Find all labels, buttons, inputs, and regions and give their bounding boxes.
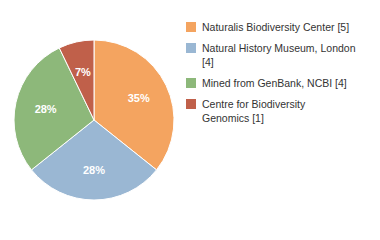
svg-text:28%: 28% <box>83 164 105 176</box>
html-text:Centre for Biodiversity Genomi: Centre for Biodiversity Genomics [1] <box>202 98 306 124</box>
svg-text:7%: 7% <box>75 66 91 78</box>
html-text:Mined from GenBank, NCBI [4]: Mined from GenBank, NCBI [4] <box>202 77 347 89</box>
html-text:Natural History Museum, London: Natural History Museum, London [4] <box>202 42 356 68</box>
html-text:Naturalis Biodiversity Center: Naturalis Biodiversity Center [5] <box>202 21 350 33</box>
svg-text:35%: 35% <box>128 92 150 104</box>
svg-text:28%: 28% <box>35 103 57 115</box>
